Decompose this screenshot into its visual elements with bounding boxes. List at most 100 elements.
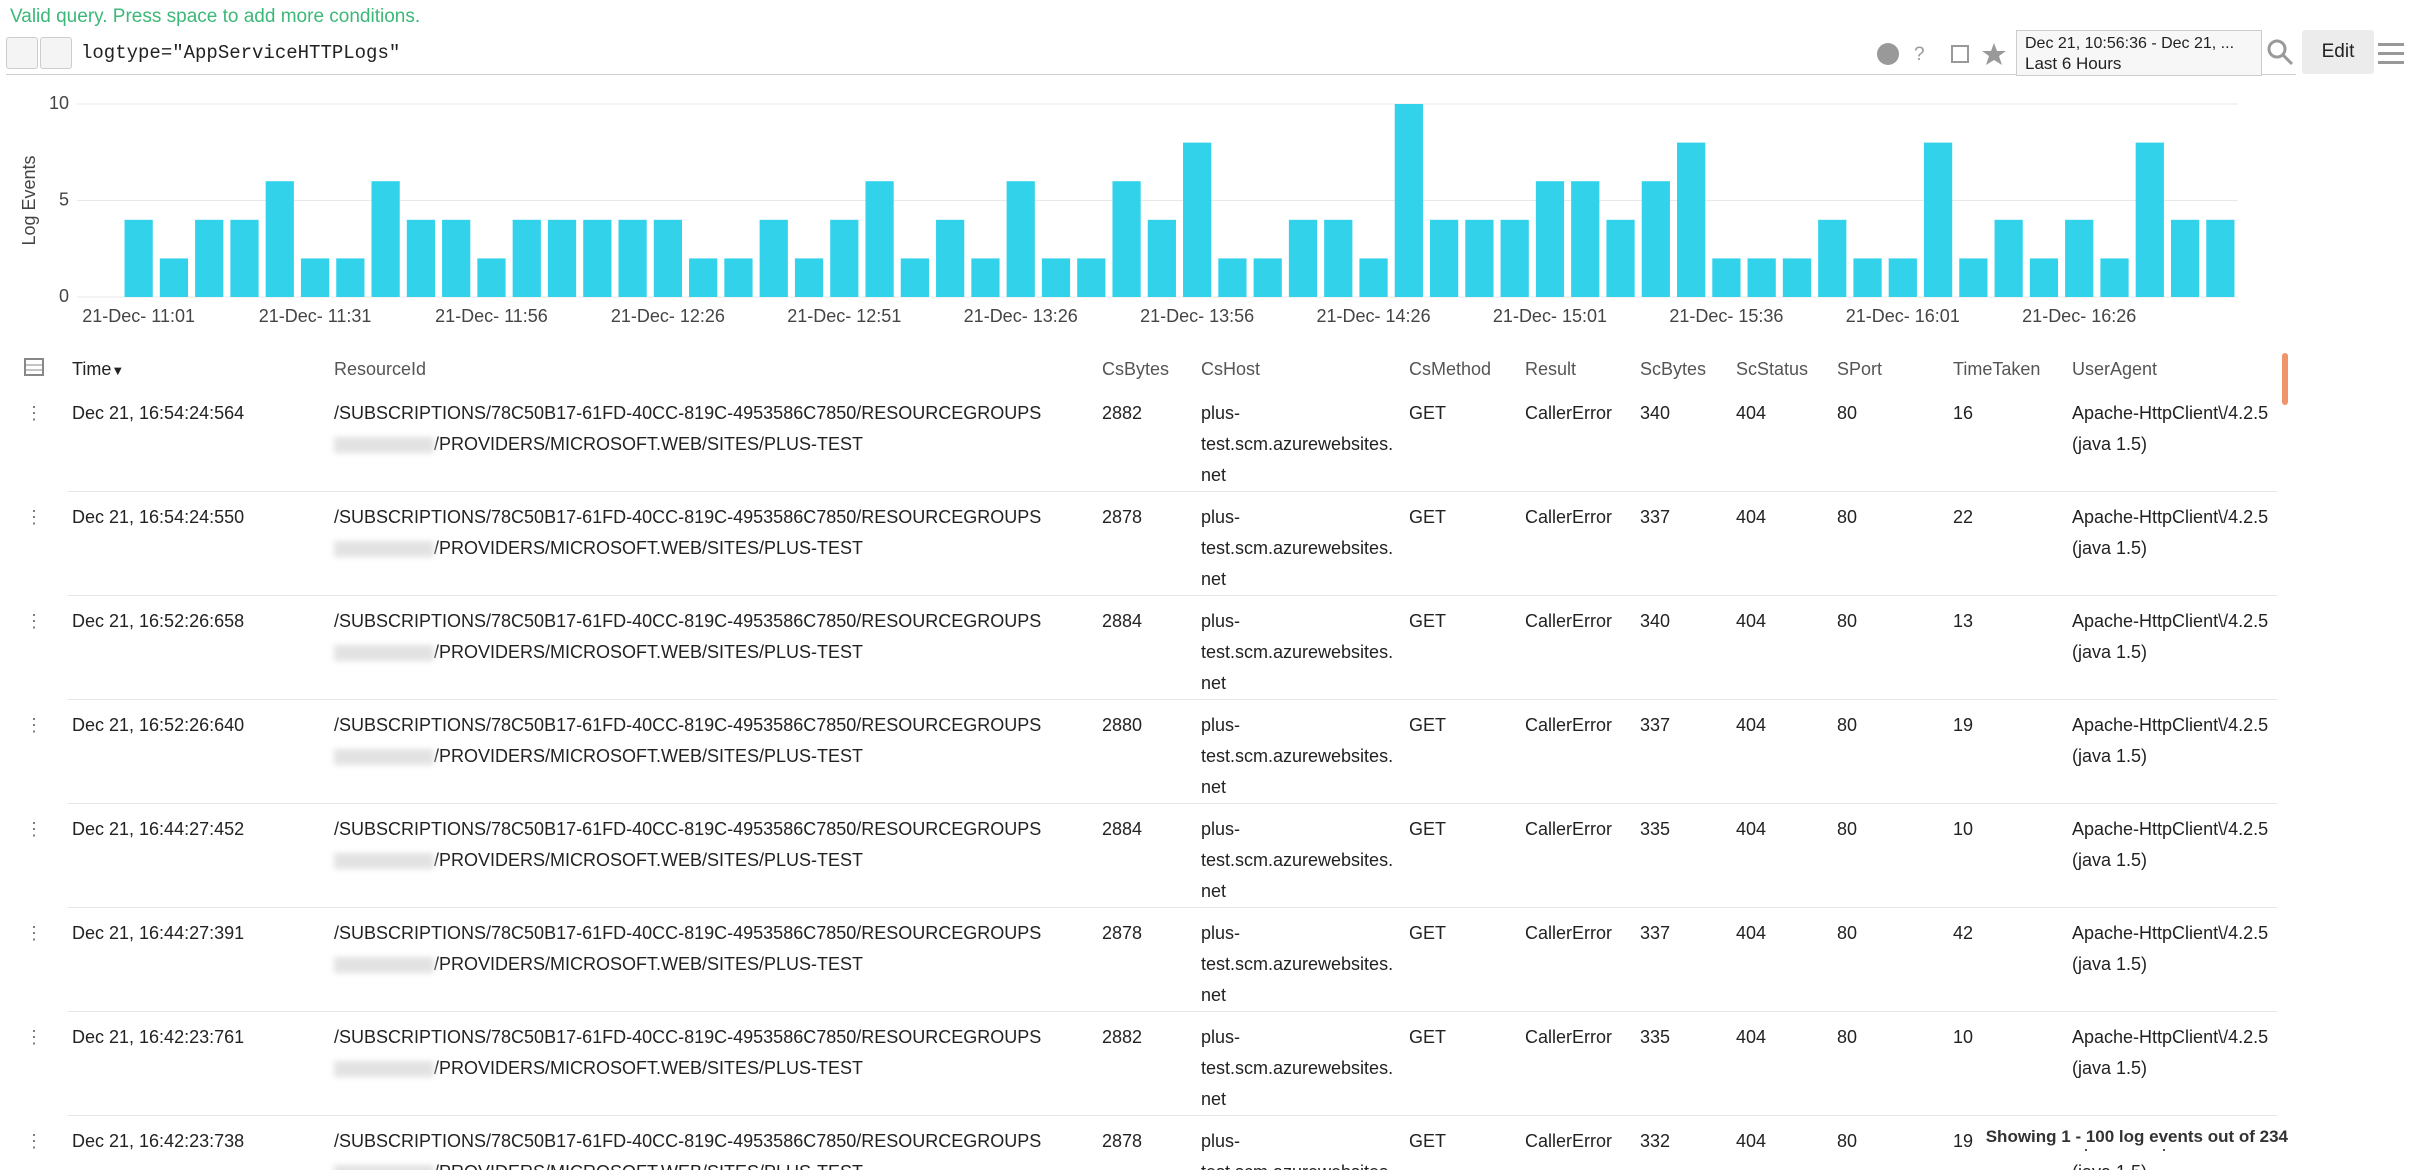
- menu-icon[interactable]: [2376, 40, 2408, 68]
- table-cell: Dec 21, 16:44:27:391: [68, 907, 330, 1012]
- x-tick-label: 21-Dec- 16:26: [2022, 306, 2136, 326]
- table-cell: plus-test.scm.azurewebsites.net: [1197, 1011, 1405, 1116]
- query-input[interactable]: logtype="AppServiceHTTPLogs": [81, 42, 401, 64]
- query-bar: logtype="AppServiceHTTPLogs" ? Dec 21, 1…: [6, 30, 2296, 76]
- bar: [971, 258, 1000, 297]
- list-toggle[interactable]: [6, 37, 38, 69]
- column-header[interactable]: CsHost: [1197, 350, 1405, 388]
- resource-suffix: /PROVIDERS/MICROSOFT.WEB/SITES/PLUS-TEST: [434, 954, 864, 974]
- column-header[interactable]: ResourceId: [330, 350, 1098, 388]
- column-header-text: ScBytes: [1640, 358, 1707, 379]
- table-cell: /SUBSCRIPTIONS/78C50B17-61FD-40CC-819C-4…: [330, 803, 1098, 908]
- column-header-text: CsBytes: [1102, 358, 1170, 379]
- column-header-text: CsMethod: [1409, 358, 1492, 379]
- table-cell: 80: [1833, 1115, 1949, 1170]
- table-cell: plus-test.scm.azurewebsites.net: [1197, 595, 1405, 700]
- table-cell: CallerError: [1521, 803, 1636, 908]
- bar: [1041, 258, 1071, 297]
- resource-prefix: /SUBSCRIPTIONS/78C50B17-61FD-40CC-819C-4…: [334, 819, 1042, 839]
- bar: [1782, 258, 1812, 297]
- table-cell: CallerError: [1521, 1115, 1636, 1170]
- column-header-text: Result: [1525, 358, 1577, 379]
- column-header[interactable]: UserAgent: [2068, 350, 2277, 388]
- table-cell: plus-test.scm.azurewebsites.net: [1197, 388, 1405, 492]
- column-header[interactable]: TimeTaken: [1949, 350, 2068, 388]
- time-range[interactable]: Dec 21, 10:56:36 - Dec 21, ... Last 6 Ho…: [2016, 30, 2262, 76]
- bar: [1147, 219, 1176, 297]
- bar: [1288, 219, 1318, 297]
- table-cell: Dec 21, 16:42:23:761: [68, 1011, 330, 1116]
- clear-icon[interactable]: [1877, 43, 1899, 65]
- row-menu[interactable]: ⋮: [25, 714, 43, 735]
- row-menu[interactable]: ⋮: [25, 610, 43, 631]
- column-header[interactable]: ScStatus: [1732, 350, 1833, 388]
- column-header[interactable]: Result: [1521, 350, 1636, 388]
- x-tick-label: 21-Dec- 12:51: [787, 306, 901, 326]
- search-icon[interactable]: [2266, 38, 2294, 66]
- column-header-text: SPort: [1837, 358, 1883, 379]
- table-cell: 404: [1732, 1011, 1833, 1116]
- table-cell: /SUBSCRIPTIONS/78C50B17-61FD-40CC-819C-4…: [330, 388, 1098, 492]
- bar: [230, 219, 259, 297]
- bar: [583, 219, 612, 297]
- table-cell: Dec 21, 16:54:24:564: [68, 388, 330, 492]
- bar: [618, 219, 647, 297]
- bar: [653, 219, 683, 297]
- table-row: ⋮ Dec 21, 16:54:24:564/SUBSCRIPTIONS/78C5…: [0, 388, 2277, 492]
- table-cell: CallerError: [1521, 1011, 1636, 1116]
- row-menu[interactable]: ⋮: [25, 403, 43, 423]
- column-header[interactable]: CsBytes: [1098, 350, 1197, 388]
- table-cell: 16: [1949, 388, 2068, 492]
- columns-icon[interactable]: [24, 357, 44, 376]
- x-tick-label: 21-Dec- 15:01: [1493, 306, 1607, 326]
- help-icon[interactable]: ?: [1914, 44, 1925, 65]
- table-cell: plus-test.scm.azurewebsites.net: [1197, 491, 1405, 596]
- table-cell: 80: [1833, 388, 1949, 492]
- redacted: [334, 749, 434, 766]
- table-cell: GET: [1405, 1115, 1521, 1170]
- bar: [195, 219, 224, 297]
- table-cell: GET: [1405, 595, 1521, 700]
- row-menu[interactable]: ⋮: [25, 1026, 43, 1047]
- resource-prefix: /SUBSCRIPTIONS/78C50B17-61FD-40CC-819C-4…: [334, 611, 1042, 631]
- chart-toggle[interactable]: [40, 37, 72, 69]
- edit-button[interactable]: Edit: [2302, 30, 2374, 74]
- table-cell: 42: [1949, 907, 2068, 1012]
- table-cell: Dec 21, 16:52:26:658: [68, 595, 330, 700]
- x-tick-label: 21-Dec- 13:56: [1140, 306, 1254, 326]
- table-cell: 340: [1636, 595, 1732, 700]
- table-cell: 22: [1949, 491, 2068, 596]
- table-cell: GET: [1405, 803, 1521, 908]
- x-tick-label: 21-Dec- 13:26: [964, 306, 1078, 326]
- table-cell: 80: [1833, 699, 1949, 804]
- column-header[interactable]: SPort: [1833, 350, 1949, 388]
- table-cell: Dec 21, 16:54:24:550: [68, 491, 330, 596]
- status-message: Valid query. Press space to add more con…: [10, 6, 421, 27]
- table-row: ⋮ Dec 21, 16:52:26:640/SUBSCRIPTIONS/78C5…: [0, 699, 2277, 804]
- column-header[interactable]: CsMethod: [1405, 350, 1521, 388]
- row-menu[interactable]: ⋮: [25, 1130, 43, 1151]
- table-cell: 404: [1732, 699, 1833, 804]
- resource-prefix: /SUBSCRIPTIONS/78C50B17-61FD-40CC-819C-4…: [334, 715, 1042, 735]
- bar: [830, 219, 859, 297]
- table-cell: 80: [1833, 491, 1949, 596]
- query-icons: ?: [1877, 43, 2006, 65]
- resource-suffix: /PROVIDERS/MICROSOFT.WEB/SITES/PLUS-TEST: [434, 1058, 864, 1078]
- time-range-preset: Last 6 Hours: [2025, 54, 2122, 73]
- column-header[interactable]: Time▼: [68, 350, 330, 388]
- row-menu[interactable]: ⋮: [25, 818, 43, 839]
- bar: [1112, 181, 1141, 297]
- table-cell: 80: [1833, 907, 1949, 1012]
- row-menu[interactable]: ⋮: [25, 922, 43, 943]
- bar: [724, 258, 753, 297]
- footer: Showing 1 - 100 log events out of 234: [1979, 1125, 2294, 1149]
- share-icon[interactable]: [1951, 45, 1969, 63]
- star-icon[interactable]: [1982, 43, 2006, 65]
- table-cell: 80: [1833, 595, 1949, 700]
- redacted: [334, 853, 434, 870]
- row-menu[interactable]: ⋮: [25, 506, 43, 527]
- scrollbar[interactable]: [2282, 353, 2288, 405]
- column-header[interactable]: ScBytes: [1636, 350, 1732, 388]
- resource-suffix: /PROVIDERS/MICROSOFT.WEB/SITES/PLUS-TEST: [434, 434, 864, 454]
- table-cell: 13: [1949, 595, 2068, 700]
